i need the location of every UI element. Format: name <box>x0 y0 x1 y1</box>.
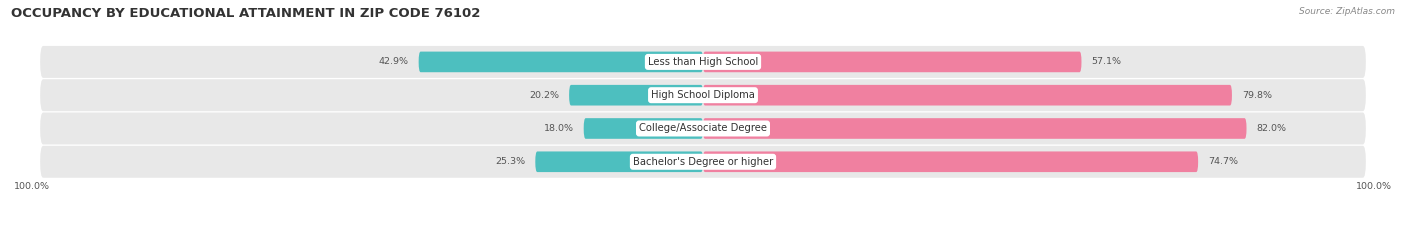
Text: 74.7%: 74.7% <box>1208 157 1239 166</box>
FancyBboxPatch shape <box>41 113 1365 144</box>
Text: High School Diploma: High School Diploma <box>651 90 755 100</box>
FancyBboxPatch shape <box>41 46 1365 78</box>
FancyBboxPatch shape <box>703 118 1247 139</box>
FancyBboxPatch shape <box>536 151 703 172</box>
FancyBboxPatch shape <box>419 51 703 72</box>
Text: 25.3%: 25.3% <box>495 157 526 166</box>
Text: Source: ZipAtlas.com: Source: ZipAtlas.com <box>1299 7 1395 16</box>
Text: Less than High School: Less than High School <box>648 57 758 67</box>
Text: 100.0%: 100.0% <box>14 182 49 191</box>
Text: 100.0%: 100.0% <box>1357 182 1392 191</box>
FancyBboxPatch shape <box>703 85 1232 106</box>
Text: 57.1%: 57.1% <box>1091 57 1122 66</box>
FancyBboxPatch shape <box>703 151 1198 172</box>
FancyBboxPatch shape <box>569 85 703 106</box>
Text: 20.2%: 20.2% <box>529 91 560 100</box>
Text: College/Associate Degree: College/Associate Degree <box>638 123 768 134</box>
FancyBboxPatch shape <box>41 79 1365 111</box>
Text: Bachelor's Degree or higher: Bachelor's Degree or higher <box>633 157 773 167</box>
FancyBboxPatch shape <box>703 51 1081 72</box>
Text: OCCUPANCY BY EDUCATIONAL ATTAINMENT IN ZIP CODE 76102: OCCUPANCY BY EDUCATIONAL ATTAINMENT IN Z… <box>11 7 481 20</box>
Text: 79.8%: 79.8% <box>1241 91 1272 100</box>
Text: 18.0%: 18.0% <box>544 124 574 133</box>
FancyBboxPatch shape <box>583 118 703 139</box>
FancyBboxPatch shape <box>41 146 1365 178</box>
Text: 42.9%: 42.9% <box>378 57 409 66</box>
Text: 82.0%: 82.0% <box>1257 124 1286 133</box>
